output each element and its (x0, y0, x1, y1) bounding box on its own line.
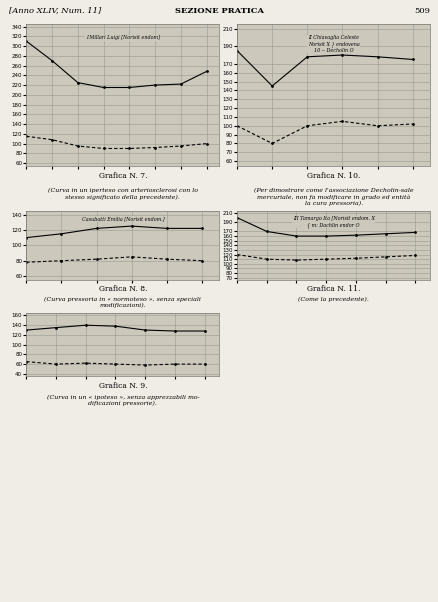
Text: I Millari Luigi [Norisit endom]: I Millari Luigi [Norisit endom] (86, 36, 159, 40)
Text: 509: 509 (413, 7, 429, 14)
Text: Grafica N. 10.: Grafica N. 10. (306, 172, 360, 181)
Text: Grafica N. 8.: Grafica N. 8. (99, 285, 147, 293)
Text: (Come la precedente).: (Come la precedente). (297, 297, 368, 302)
Text: (Curva pressoria in « normoteso », senza speciali
modificazioni).: (Curva pressoria in « normoteso », senza… (44, 297, 201, 308)
Text: Grafica N. 11.: Grafica N. 11. (306, 285, 360, 293)
Text: Grafica N. 9.: Grafica N. 9. (99, 382, 147, 389)
Text: (Curva in un « ipoteso », senza apprezzabili mo-
dificazioni pressorie).: (Curva in un « ipoteso », senza apprezza… (46, 394, 199, 406)
Text: Casubatti Emilia [Norisit endom.]: Casubatti Emilia [Norisit endom.] (81, 216, 164, 222)
Text: (Curva in un iperteso con arteriosclerosi con lo
stesso significato della preced: (Curva in un iperteso con arterioscleros… (48, 188, 198, 199)
Text: II Chiavaglia Celeste
Norisit X } endovena
10 -- Decholin O: II Chiavaglia Celeste Norisit X } endove… (307, 36, 359, 52)
Text: (Per dimostrare come l'associazione Decholin-sale
mercuriale, non fa modificare : (Per dimostrare come l'associazione Dech… (253, 188, 413, 206)
Text: Grafica N. 7.: Grafica N. 7. (99, 172, 147, 181)
Text: SEZIONE PRATICA: SEZIONE PRATICA (175, 7, 263, 14)
Text: III Tamargo Ita [Norisit endom. X
{ m: Dachlin endor O: III Tamargo Ita [Norisit endom. X { m: D… (292, 216, 374, 228)
Text: [Anno XLIV, Num. 11]: [Anno XLIV, Num. 11] (9, 7, 101, 14)
